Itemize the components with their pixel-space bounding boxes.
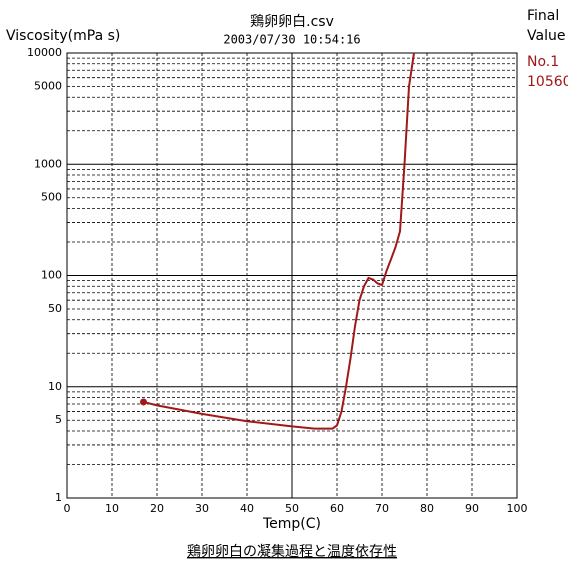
chart-subtitle: 2003/07/30 10:54:16 xyxy=(223,33,360,47)
y-tick-label: 10000 xyxy=(27,46,62,59)
x-tick-label: 70 xyxy=(375,502,389,515)
caption: 鶏卵卵白の凝集過程と温度依存性 xyxy=(187,543,397,560)
x-tick-label: 20 xyxy=(150,502,164,515)
x-tick-label: 0 xyxy=(64,502,71,515)
final-heading: Value xyxy=(527,28,565,44)
y-tick-label: 1 xyxy=(55,491,62,504)
y-axis-label: Viscosity(mPa s) xyxy=(6,28,120,44)
x-tick-label: 30 xyxy=(195,502,209,515)
y-tick-label: 100 xyxy=(41,269,62,282)
grid xyxy=(66,52,518,499)
legend-label: No.1 xyxy=(527,54,559,70)
x-tick-label: 90 xyxy=(465,502,479,515)
final-heading: Final xyxy=(527,8,559,24)
data-line xyxy=(143,53,416,430)
final-value: 10560 xyxy=(527,74,568,90)
x-axis-label: Temp(C) xyxy=(262,516,321,532)
chart-title: 鶏卵卵白.csv xyxy=(250,14,334,30)
x-tick-label: 100 xyxy=(507,502,528,515)
x-tick-label: 50 xyxy=(285,502,299,515)
y-tick-label: 5 xyxy=(55,413,62,426)
x-tick-label: 80 xyxy=(420,502,434,515)
y-tick-label: 500 xyxy=(41,191,62,204)
y-tick-label: 5000 xyxy=(34,79,62,92)
y-tick-label: 10 xyxy=(48,380,62,393)
x-tick-label: 60 xyxy=(330,502,344,515)
x-tick-label: 40 xyxy=(240,502,254,515)
start-marker xyxy=(140,398,147,406)
y-tick-label: 50 xyxy=(48,302,62,315)
y-tick-label: 1000 xyxy=(34,157,62,170)
x-tick-label: 10 xyxy=(105,502,119,515)
